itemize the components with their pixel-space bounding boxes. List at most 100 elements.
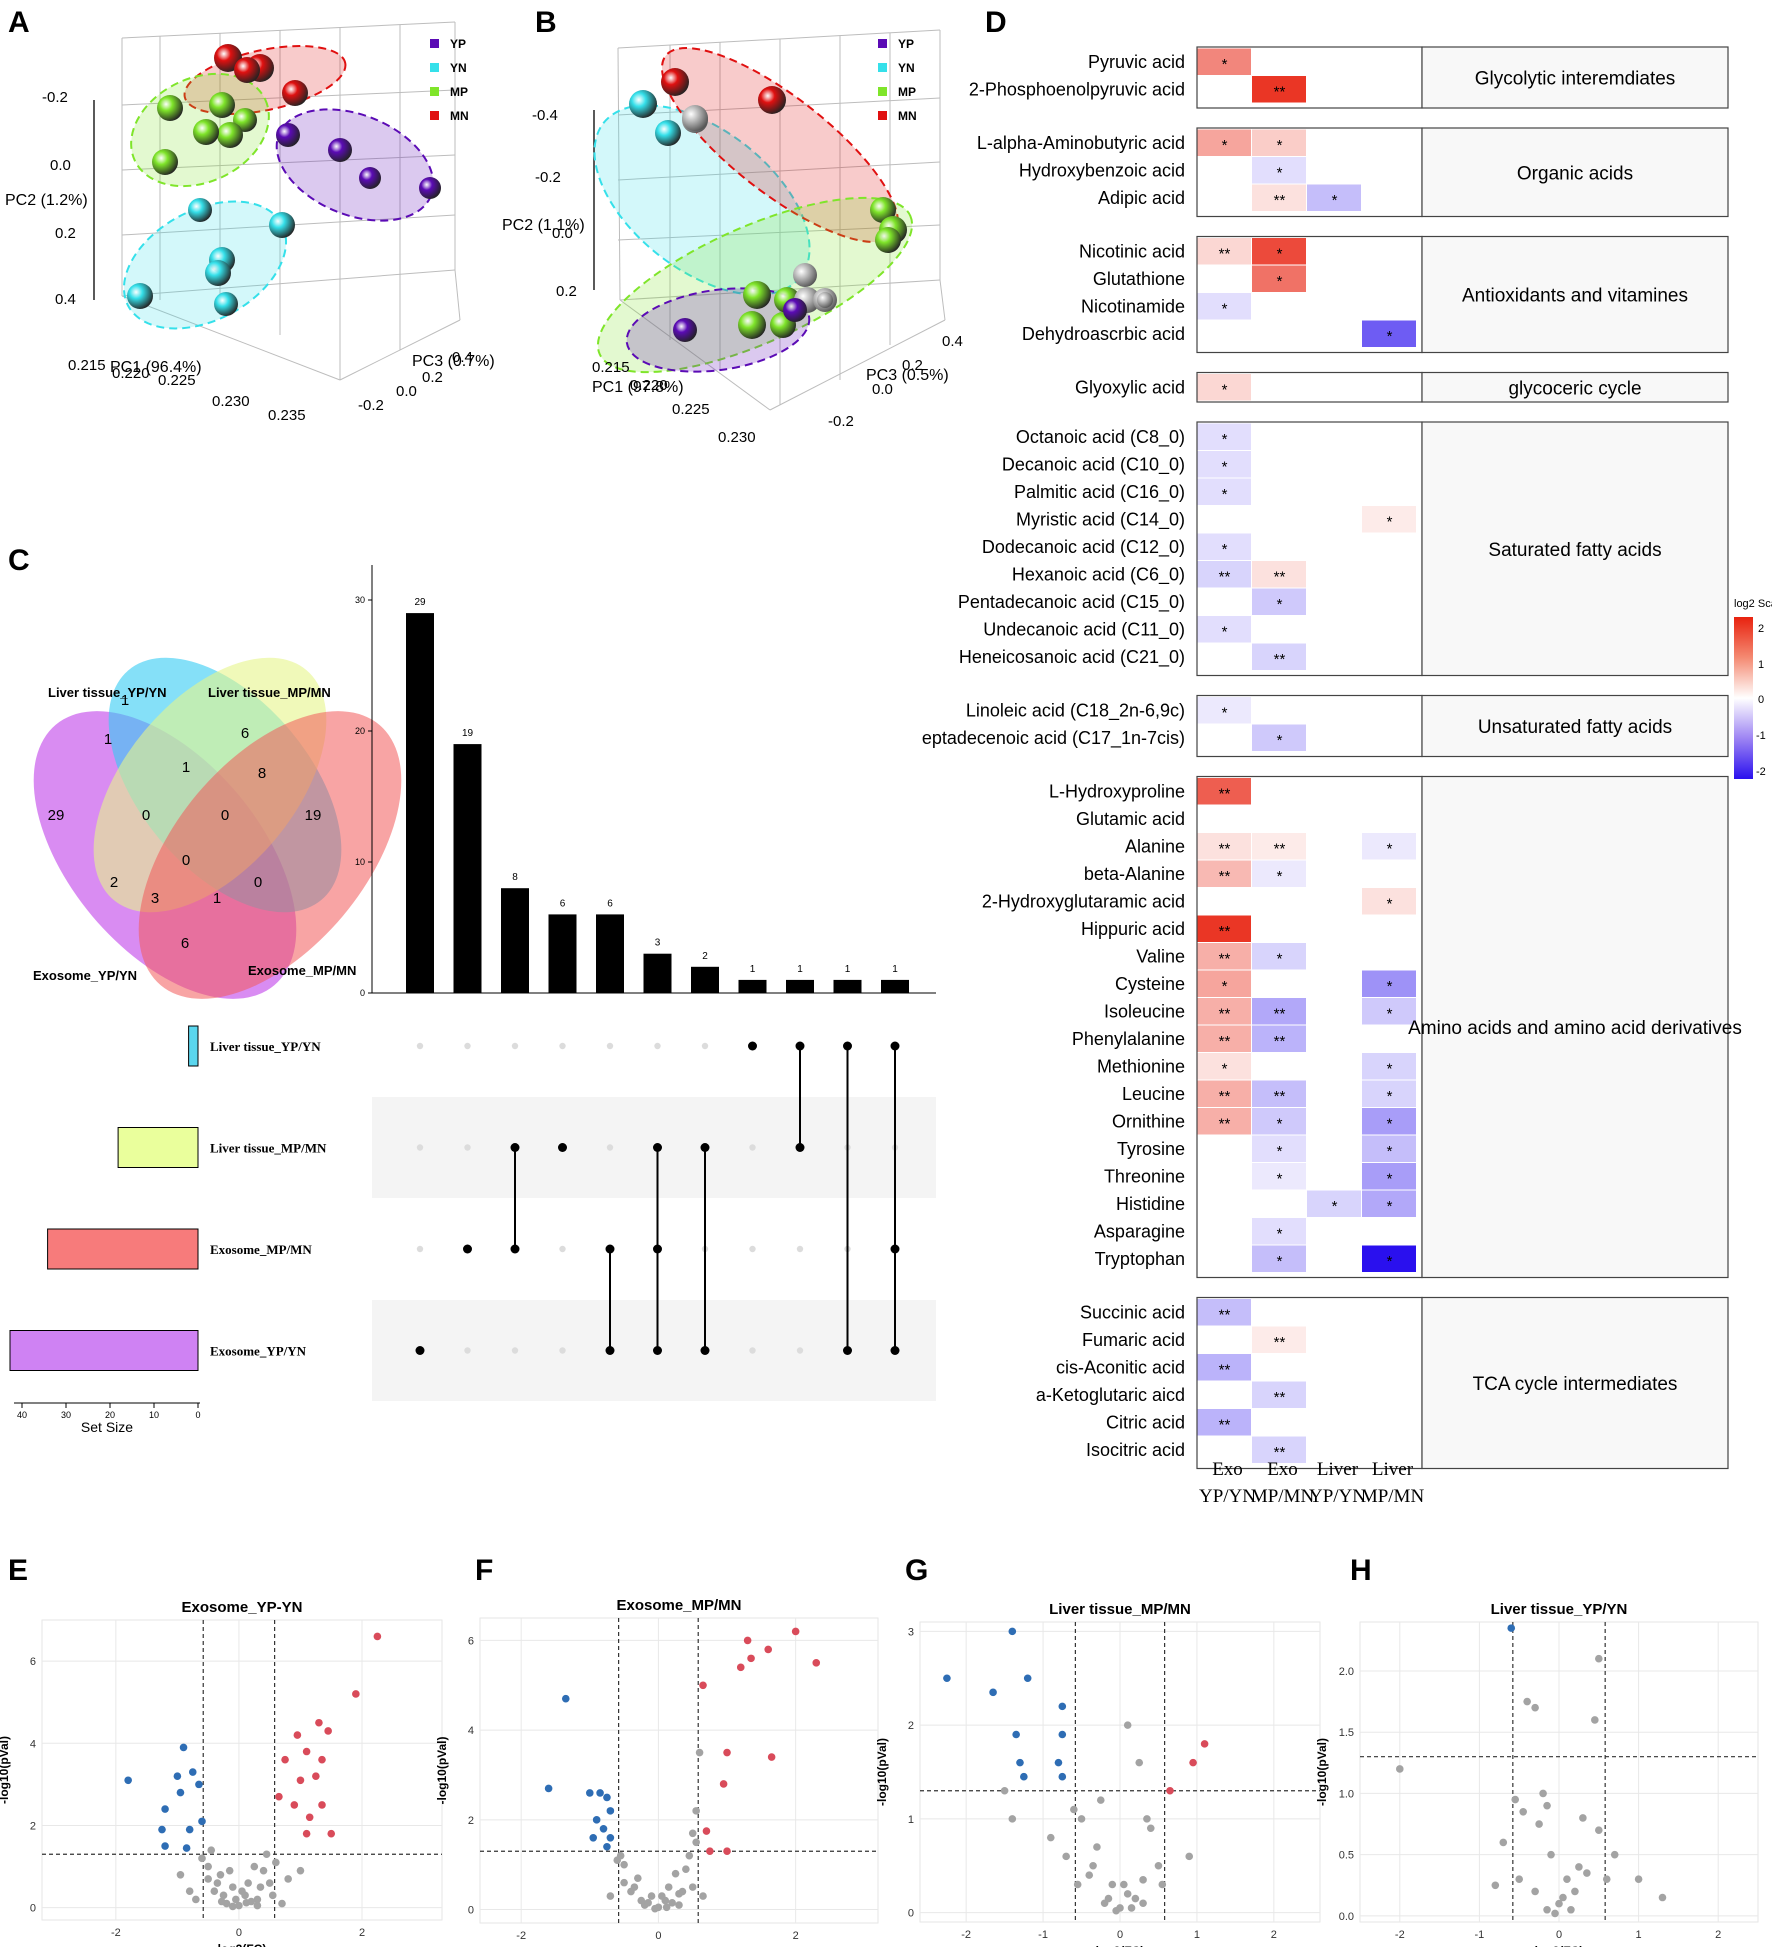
heatmap-cell-significance: * [1222, 623, 1228, 640]
volcano-point-up [327, 1829, 336, 1838]
legend-swatch-mp [878, 87, 887, 96]
volcano-point-down [161, 1805, 169, 1813]
pca-b-pc3-tick-3: 0.2 [902, 357, 923, 374]
pca-a-pc3-tick-4: 0.4 [452, 349, 473, 366]
upset-set-tick-label: 0 [195, 1410, 200, 1420]
venn-count-all-four: 0 [182, 852, 190, 869]
pca-a-pc1-tick-1: 0.215 [68, 357, 106, 374]
volcano-ytick-label: 4 [30, 1738, 36, 1750]
pca-point-mn [682, 105, 708, 131]
upset-bar [643, 953, 672, 993]
volcano-point-ns [662, 1903, 671, 1912]
heatmap-row-label: Pentadecanoic acid (C15_0) [958, 592, 1185, 613]
heatmap-cell [1252, 1218, 1306, 1245]
heatmap-cell [1252, 265, 1306, 292]
heatmap-column-top: Liver [1317, 1459, 1359, 1480]
heatmap-category-label: Glycolytic interemdiates [1475, 69, 1676, 90]
heatmap-row-label: Phenylalanine [1072, 1029, 1185, 1049]
heatmap-row-label: Isoleucine [1104, 1001, 1185, 1021]
heatmap-row-label: Linoleic acid (C18_2n-6,9c) [966, 700, 1185, 721]
upset-bar [453, 744, 482, 993]
heatmap-cell-significance: * [1222, 56, 1228, 73]
heatmap-cell [1197, 1108, 1251, 1135]
heatmap-cell [1252, 1326, 1306, 1353]
heatmap-cell-significance: ** [1274, 1033, 1286, 1050]
volcano-point-up [318, 1801, 326, 1809]
heatmap-cell-significance: * [1277, 1115, 1283, 1132]
venn-count-liv-mp-exo-mp: 8 [258, 765, 266, 782]
heatmap-row-label: eptadecenoic acid (C17_1n-7cis) [922, 728, 1185, 749]
heatmap-cell [1252, 998, 1306, 1025]
volcano-point-ns [1154, 1861, 1163, 1870]
upset-bar [501, 888, 529, 993]
venn-count-exo-yp-exo-mp: 6 [181, 935, 189, 952]
heatmap-cell [1197, 1299, 1251, 1326]
upset-dot-off [464, 1042, 471, 1050]
heatmap-cell-significance: * [1222, 431, 1228, 448]
volcano-point-ns [1135, 1758, 1144, 1767]
heatmap-legend-tick-0: 0 [1758, 694, 1764, 706]
heatmap-cell-significance: * [1387, 328, 1393, 345]
volcano-point-ns [1583, 1869, 1591, 1877]
volcano-point-ns [1089, 1861, 1097, 1870]
volcano-point-ns [692, 1838, 700, 1847]
venn-set-exosome-mp-mn [138, 711, 402, 999]
volcano-point-down [589, 1833, 598, 1842]
heatmap-category-label: glycoceric cycle [1508, 378, 1641, 399]
heatmap-category-label: Organic acids [1517, 163, 1633, 184]
heatmap-row-label: Octanoic acid (C8_0) [1016, 427, 1185, 448]
heatmap-cell-significance: ** [1219, 923, 1231, 940]
heatmap-cell [1252, 1381, 1306, 1408]
upset-bar [406, 613, 434, 993]
heatmap-column-top: Liver [1372, 1459, 1414, 1480]
volcano-ytick-label: 1.5 [1339, 1727, 1354, 1739]
volcano-point-ns [1579, 1814, 1587, 1822]
heatmap-cell [1362, 833, 1416, 860]
heatmap-row-label: L-Hydroxyproline [1049, 781, 1185, 801]
heatmap-row-label: Alanine [1125, 836, 1185, 856]
venn-count-exo-yp-only: 29 [48, 807, 65, 824]
upset-ytick-label: 20 [355, 726, 365, 736]
volcano-point-up [702, 1827, 711, 1835]
volcano-point-ns [235, 1901, 243, 1910]
upset-bar-label: 1 [845, 964, 851, 975]
volcano-point-up [812, 1659, 821, 1667]
volcano-point-ns [228, 1902, 237, 1911]
heatmap-cell-significance: ** [1219, 1416, 1231, 1433]
heatmap-cell [1362, 1108, 1416, 1135]
heatmap-cell-significance: * [1277, 950, 1283, 967]
volcano-point-ns [1551, 1909, 1559, 1918]
volcano-point-ns [1062, 1852, 1070, 1861]
volcano-point-up [290, 1801, 299, 1809]
volcano-xtick-label: 1 [1194, 1929, 1200, 1941]
heatmap-cell-significance: * [1387, 1115, 1393, 1132]
volcano-xtick-label: 2 [793, 1930, 799, 1942]
upset-dot-off [606, 1042, 614, 1050]
heatmap-panel: D Pyruvic acid * 2-Phosphoenolpyruvic acid… [922, 6, 1772, 1507]
heatmap-cell [1252, 643, 1306, 670]
upset-bar-label: 3 [655, 938, 661, 949]
heatmap-cell [1197, 533, 1251, 560]
upset-set-label: Exosome_YP/YN [210, 1344, 307, 1359]
volcano-point-ns [213, 1879, 222, 1887]
volcano-point-up [305, 1813, 314, 1822]
volcano-point-ns [1531, 1887, 1539, 1896]
heatmap-category-label: TCA cycle intermediates [1473, 1374, 1678, 1395]
volcano-point-ns [1595, 1826, 1603, 1834]
volcano-point-up [1200, 1740, 1209, 1748]
pca-a-pc3-tick-2: 0.0 [396, 383, 417, 400]
upset-dot-off [654, 1042, 661, 1050]
legend-swatch-yp [430, 39, 439, 48]
heatmap-row-label: Valine [1136, 946, 1185, 966]
heatmap-row-label: Hexanoic acid (C6_0) [1012, 564, 1185, 585]
volcano-point-up [281, 1755, 289, 1764]
pca-a-pc3-tick-3: 0.2 [422, 369, 443, 386]
pca-b-pc3-label: PC3 (0.5%) [866, 367, 949, 384]
volcano-point-ns [1634, 1875, 1643, 1883]
volcano-point-ns [1104, 1894, 1113, 1903]
volcano-ytick-label: 1.0 [1339, 1788, 1354, 1800]
panel-label-h: H [1350, 1554, 1372, 1587]
pca-point-yn [188, 198, 212, 222]
volcano-point-down [1058, 1702, 1067, 1711]
volcano-xtick-label: -1 [1475, 1929, 1485, 1941]
